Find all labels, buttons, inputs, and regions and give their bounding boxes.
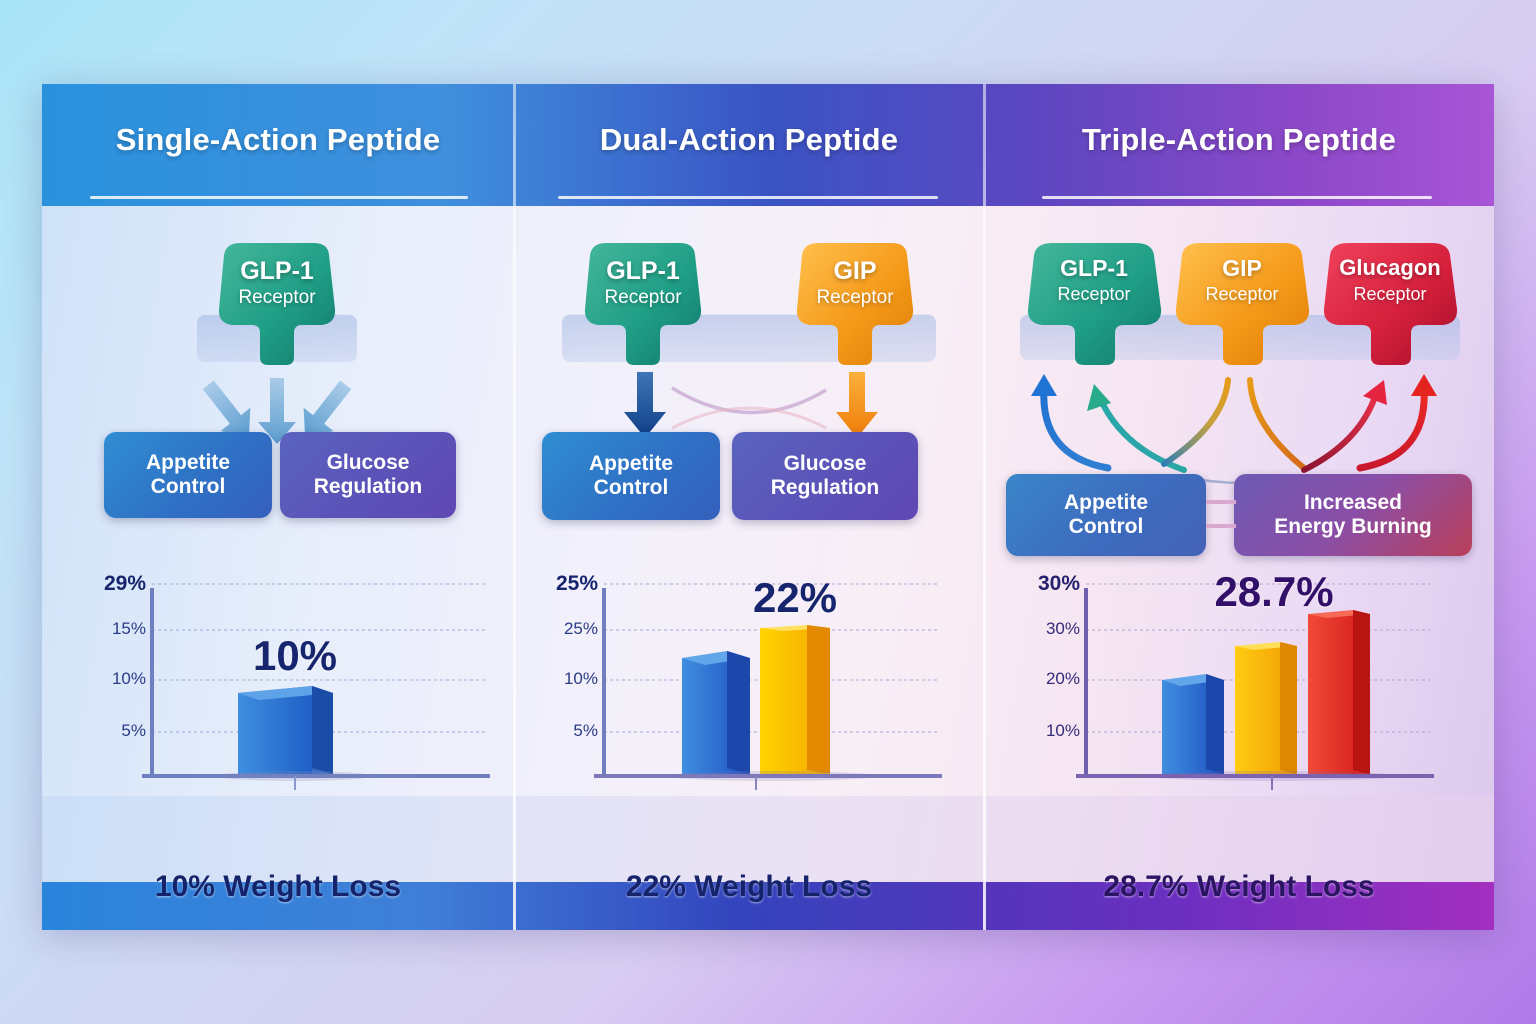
curved-arrow-icon xyxy=(1031,374,1437,484)
receptor-icon xyxy=(1175,243,1310,365)
header-band xyxy=(42,84,1494,206)
panel-title-single: Single-Action Peptide xyxy=(115,122,441,157)
ytick-label-2: 10% xyxy=(111,669,146,688)
ytick-label-3: 5% xyxy=(573,721,598,740)
caption-dual: 22% Weight Loss xyxy=(625,870,873,903)
receptor-glp1[interactable]: GLP-1 Receptor xyxy=(574,239,712,365)
effect-label: Glucose Regulation xyxy=(770,451,880,499)
title-underline-single xyxy=(90,196,468,199)
caption-band xyxy=(42,796,1494,882)
receptor-gip[interactable]: GIP Receptor xyxy=(786,239,924,365)
caption-triple: 28.7% Weight Loss xyxy=(1103,870,1375,903)
ytick-label-0: 30% xyxy=(1037,572,1080,595)
bar-value-label: 22% xyxy=(752,574,838,621)
ytick-label-0: 29% xyxy=(103,572,146,595)
effect-box-appetite-control[interactable]: Appetite Control xyxy=(104,432,272,518)
receptor-glp1[interactable]: GLP-1 Receptor xyxy=(1014,239,1174,365)
chart-single-action: 29% 15% 10% 5% 10% xyxy=(90,562,510,802)
chart-dual-action: 25% 25% 10% 5% 22% xyxy=(542,562,962,802)
arrow-down-icon xyxy=(624,372,878,438)
receptor-icon xyxy=(218,243,336,365)
receptor-glucagon[interactable]: Glucagon Receptor xyxy=(1310,239,1470,365)
panel-title-dual: Dual-Action Peptide xyxy=(599,122,899,157)
panel-dual-action[interactable]: Dual-Action Peptide GLP-1 Receptor xyxy=(514,84,984,930)
caption-single: 10% Weight Loss xyxy=(154,870,402,903)
ytick-label-1: 25% xyxy=(563,619,598,638)
arrow-down-icon xyxy=(202,378,352,444)
ytick-label-2: 10% xyxy=(563,669,598,688)
footer-band xyxy=(42,882,1494,930)
effect-label: Increased Energy Burning xyxy=(1274,490,1432,538)
panel-title-triple: Triple-Action Peptide xyxy=(1081,122,1397,157)
effect-box-increased-energy-burning[interactable]: Increased Energy Burning xyxy=(1234,474,1472,556)
receptor-glp1[interactable]: GLP-1 Receptor xyxy=(208,239,346,365)
effect-label: Appetite Control xyxy=(1064,490,1148,538)
panel-divider-1 xyxy=(513,84,516,930)
effect-label: Glucose Regulation xyxy=(313,450,423,498)
receptor-icon xyxy=(584,243,702,365)
receptor-icon xyxy=(796,243,914,365)
bar-value-label: 10% xyxy=(252,632,338,679)
bar-value-label: 28.7% xyxy=(1214,568,1334,615)
ytick-label-3: 5% xyxy=(121,721,146,740)
box-connector-icon xyxy=(1206,500,1236,528)
chart-triple-action: 30% 30% 20% 10% 28.7% xyxy=(1014,562,1454,802)
ytick-label-3: 10% xyxy=(1045,721,1080,740)
ytick-label-1: 15% xyxy=(111,619,146,638)
effect-box-appetite-control[interactable]: Appetite Control xyxy=(1006,474,1206,556)
effect-label: Appetite Control xyxy=(146,450,230,498)
ytick-label-2: 20% xyxy=(1045,669,1080,688)
ytick-label-0: 25% xyxy=(555,572,598,595)
panel-divider-2 xyxy=(983,84,986,930)
title-underline-dual xyxy=(558,196,938,199)
receptor-gip[interactable]: GIP Receptor xyxy=(1162,239,1322,365)
infographic-card: Single-Action Peptide GLP-1 Receptor xyxy=(42,84,1494,930)
effect-box-glucose-regulation[interactable]: Glucose Regulation xyxy=(280,432,456,518)
ytick-label-1: 30% xyxy=(1045,619,1080,638)
panel-single-action[interactable]: Single-Action Peptide GLP-1 Receptor xyxy=(42,84,514,930)
effect-box-appetite-control[interactable]: Appetite Control xyxy=(542,432,720,520)
receptor-icon xyxy=(1323,243,1458,365)
effect-box-glucose-regulation[interactable]: Glucose Regulation xyxy=(732,432,918,520)
effect-label: Appetite Control xyxy=(589,451,673,499)
receptor-icon xyxy=(1027,243,1162,365)
panel-triple-action[interactable]: Triple-Action Peptide GLP-1 Receptor xyxy=(984,84,1494,930)
title-underline-triple xyxy=(1042,196,1432,199)
